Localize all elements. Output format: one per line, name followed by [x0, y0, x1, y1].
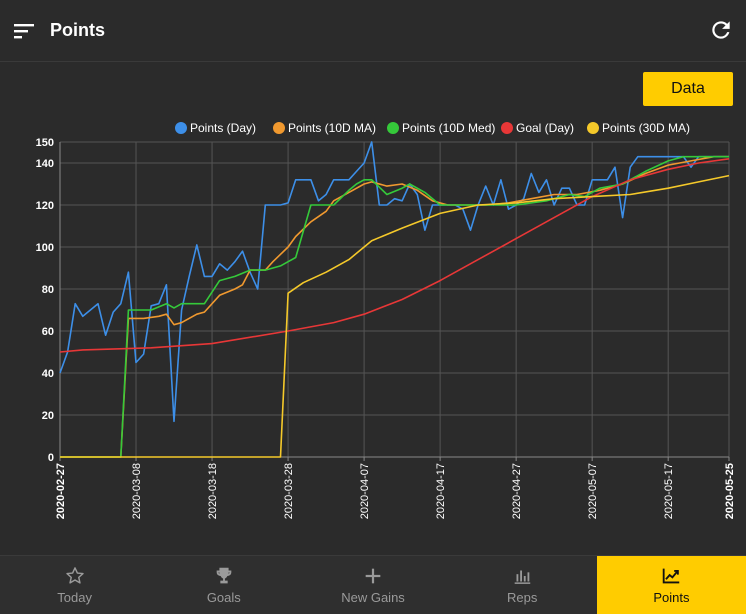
- bottom-navigation: Today Goals New Gains Reps Points: [0, 555, 746, 614]
- legend-marker: [587, 122, 599, 134]
- y-tick-label: 20: [42, 410, 54, 422]
- x-tick-label: 2020-04-07: [359, 463, 371, 519]
- star-icon: [65, 567, 84, 584]
- legend-label: Goal (Day): [516, 121, 574, 135]
- bar-chart-icon: [514, 570, 531, 584]
- data-button[interactable]: Data: [643, 72, 733, 106]
- legend-marker: [501, 122, 513, 134]
- nav-item-today[interactable]: Today: [0, 556, 149, 614]
- series-line: [60, 174, 730, 458]
- legend-label: Points (10D Med): [402, 121, 495, 135]
- y-tick-label: 60: [42, 326, 54, 338]
- legend-marker: [273, 122, 285, 134]
- nav-item-goals[interactable]: Goals: [149, 556, 298, 614]
- x-tick-label: 2020-02-27: [55, 463, 67, 519]
- y-tick-label: 0: [48, 452, 54, 464]
- y-tick-label: 140: [36, 158, 54, 170]
- line-chart-icon: [663, 568, 680, 584]
- y-tick-label: 100: [36, 242, 54, 254]
- nav-item-label: New Gains: [341, 590, 405, 605]
- nav-item-label: Points: [653, 590, 690, 605]
- nav-item-reps[interactable]: Reps: [448, 556, 597, 614]
- app-bar: Points: [0, 0, 746, 62]
- series-line: [59, 158, 730, 353]
- y-tick-label: 150: [36, 137, 54, 149]
- nav-item-label: Today: [57, 590, 92, 605]
- x-tick-label: 2020-04-27: [511, 463, 523, 519]
- nav-item-new-gains[interactable]: New Gains: [298, 556, 447, 614]
- x-tick-label: 2020-03-08: [131, 463, 143, 519]
- page-title: Points: [50, 20, 106, 40]
- points-chart: Points (Day) Points (10D MA) Points (10D M…: [0, 112, 746, 552]
- series-line: [60, 155, 729, 458]
- y-tick-label: 40: [42, 368, 54, 380]
- legend-marker: [387, 122, 399, 134]
- x-tick-label: 2020-03-28: [283, 463, 295, 519]
- nav-item-label: Reps: [507, 590, 538, 605]
- refresh-icon[interactable]: [708, 17, 734, 43]
- legend-label: Points (30D MA): [602, 121, 690, 135]
- legend-marker: [175, 122, 187, 134]
- sort-menu-icon[interactable]: [12, 19, 36, 43]
- y-tick-label: 120: [36, 200, 54, 212]
- points-line-chart: Points (Day) Points (10D MA) Points (10D M…: [36, 121, 736, 519]
- plus-icon: [365, 568, 381, 584]
- y-tick-label: 80: [42, 284, 54, 296]
- x-tick-label: 2020-05-07: [587, 463, 599, 519]
- x-tick-label: 2020-03-18: [207, 463, 219, 519]
- legend-label: Points (Day): [190, 121, 256, 135]
- nav-item-points[interactable]: Points: [596, 556, 746, 614]
- x-tick-label: 2020-05-17: [663, 463, 675, 519]
- x-tick-label: 2020-04-17: [435, 463, 447, 519]
- trophy-icon: [216, 567, 232, 584]
- nav-item-label: Goals: [206, 590, 241, 605]
- series-line: [59, 141, 729, 423]
- x-tick-label: 2020-05-25: [724, 463, 736, 519]
- legend-label: Points (10D MA): [288, 121, 376, 135]
